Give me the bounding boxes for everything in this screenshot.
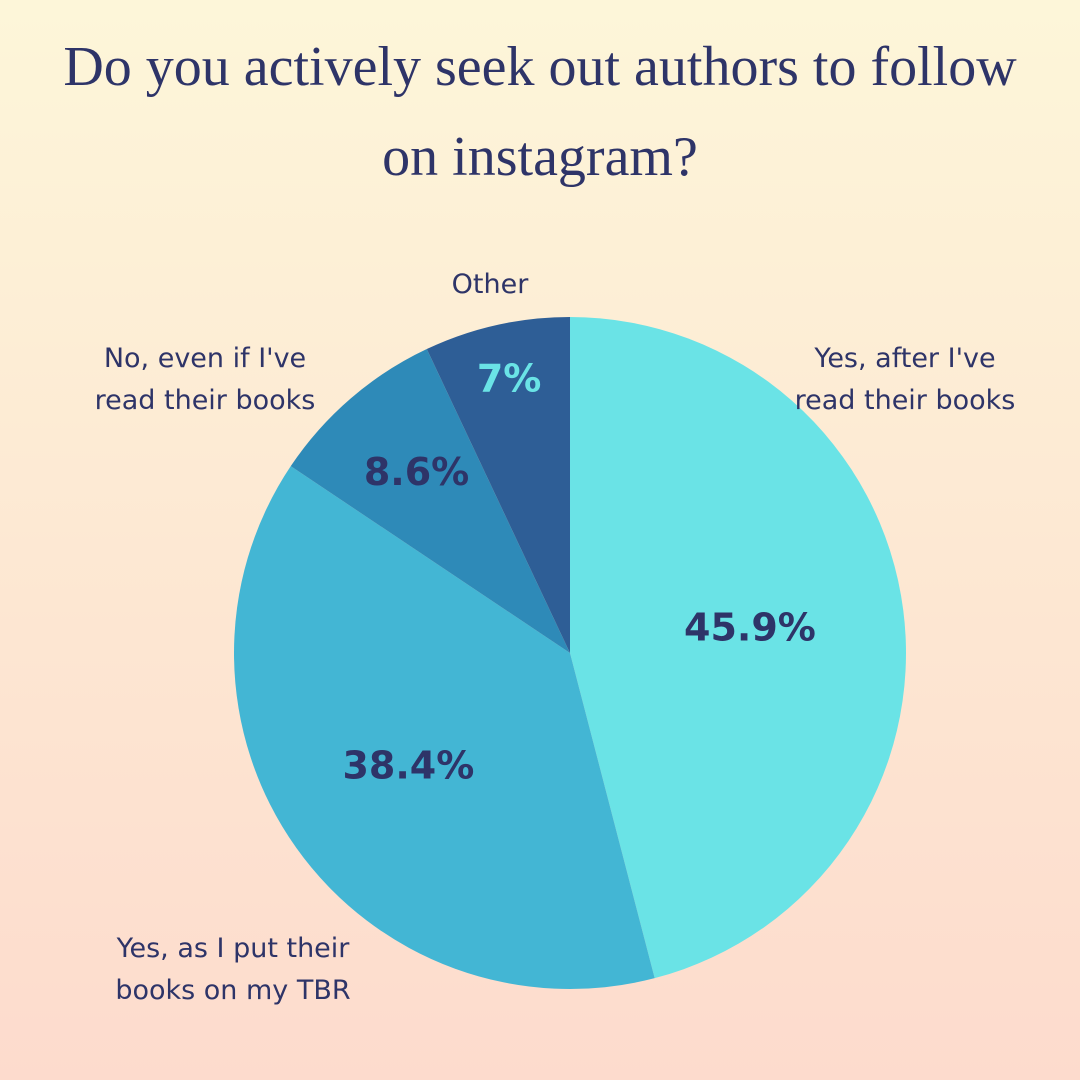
value-label: 7% (477, 356, 542, 400)
category-label: Other (451, 269, 529, 300)
value-label: 8.6% (364, 450, 469, 494)
category-label: Yes, after I've read their books (794, 343, 1016, 416)
value-label: 38.4% (342, 743, 474, 787)
chart-title: Do you actively seek out authors to foll… (63, 36, 1017, 188)
category-label: Yes, as I put their books on my TBR (115, 933, 351, 1006)
value-label: 45.9% (684, 605, 816, 649)
category-label: No, even if I've read their books (94, 343, 316, 416)
pie-slice (426, 317, 570, 653)
pie-slice (570, 317, 906, 979)
pie-slice (290, 349, 570, 653)
pie-slice (234, 466, 655, 990)
